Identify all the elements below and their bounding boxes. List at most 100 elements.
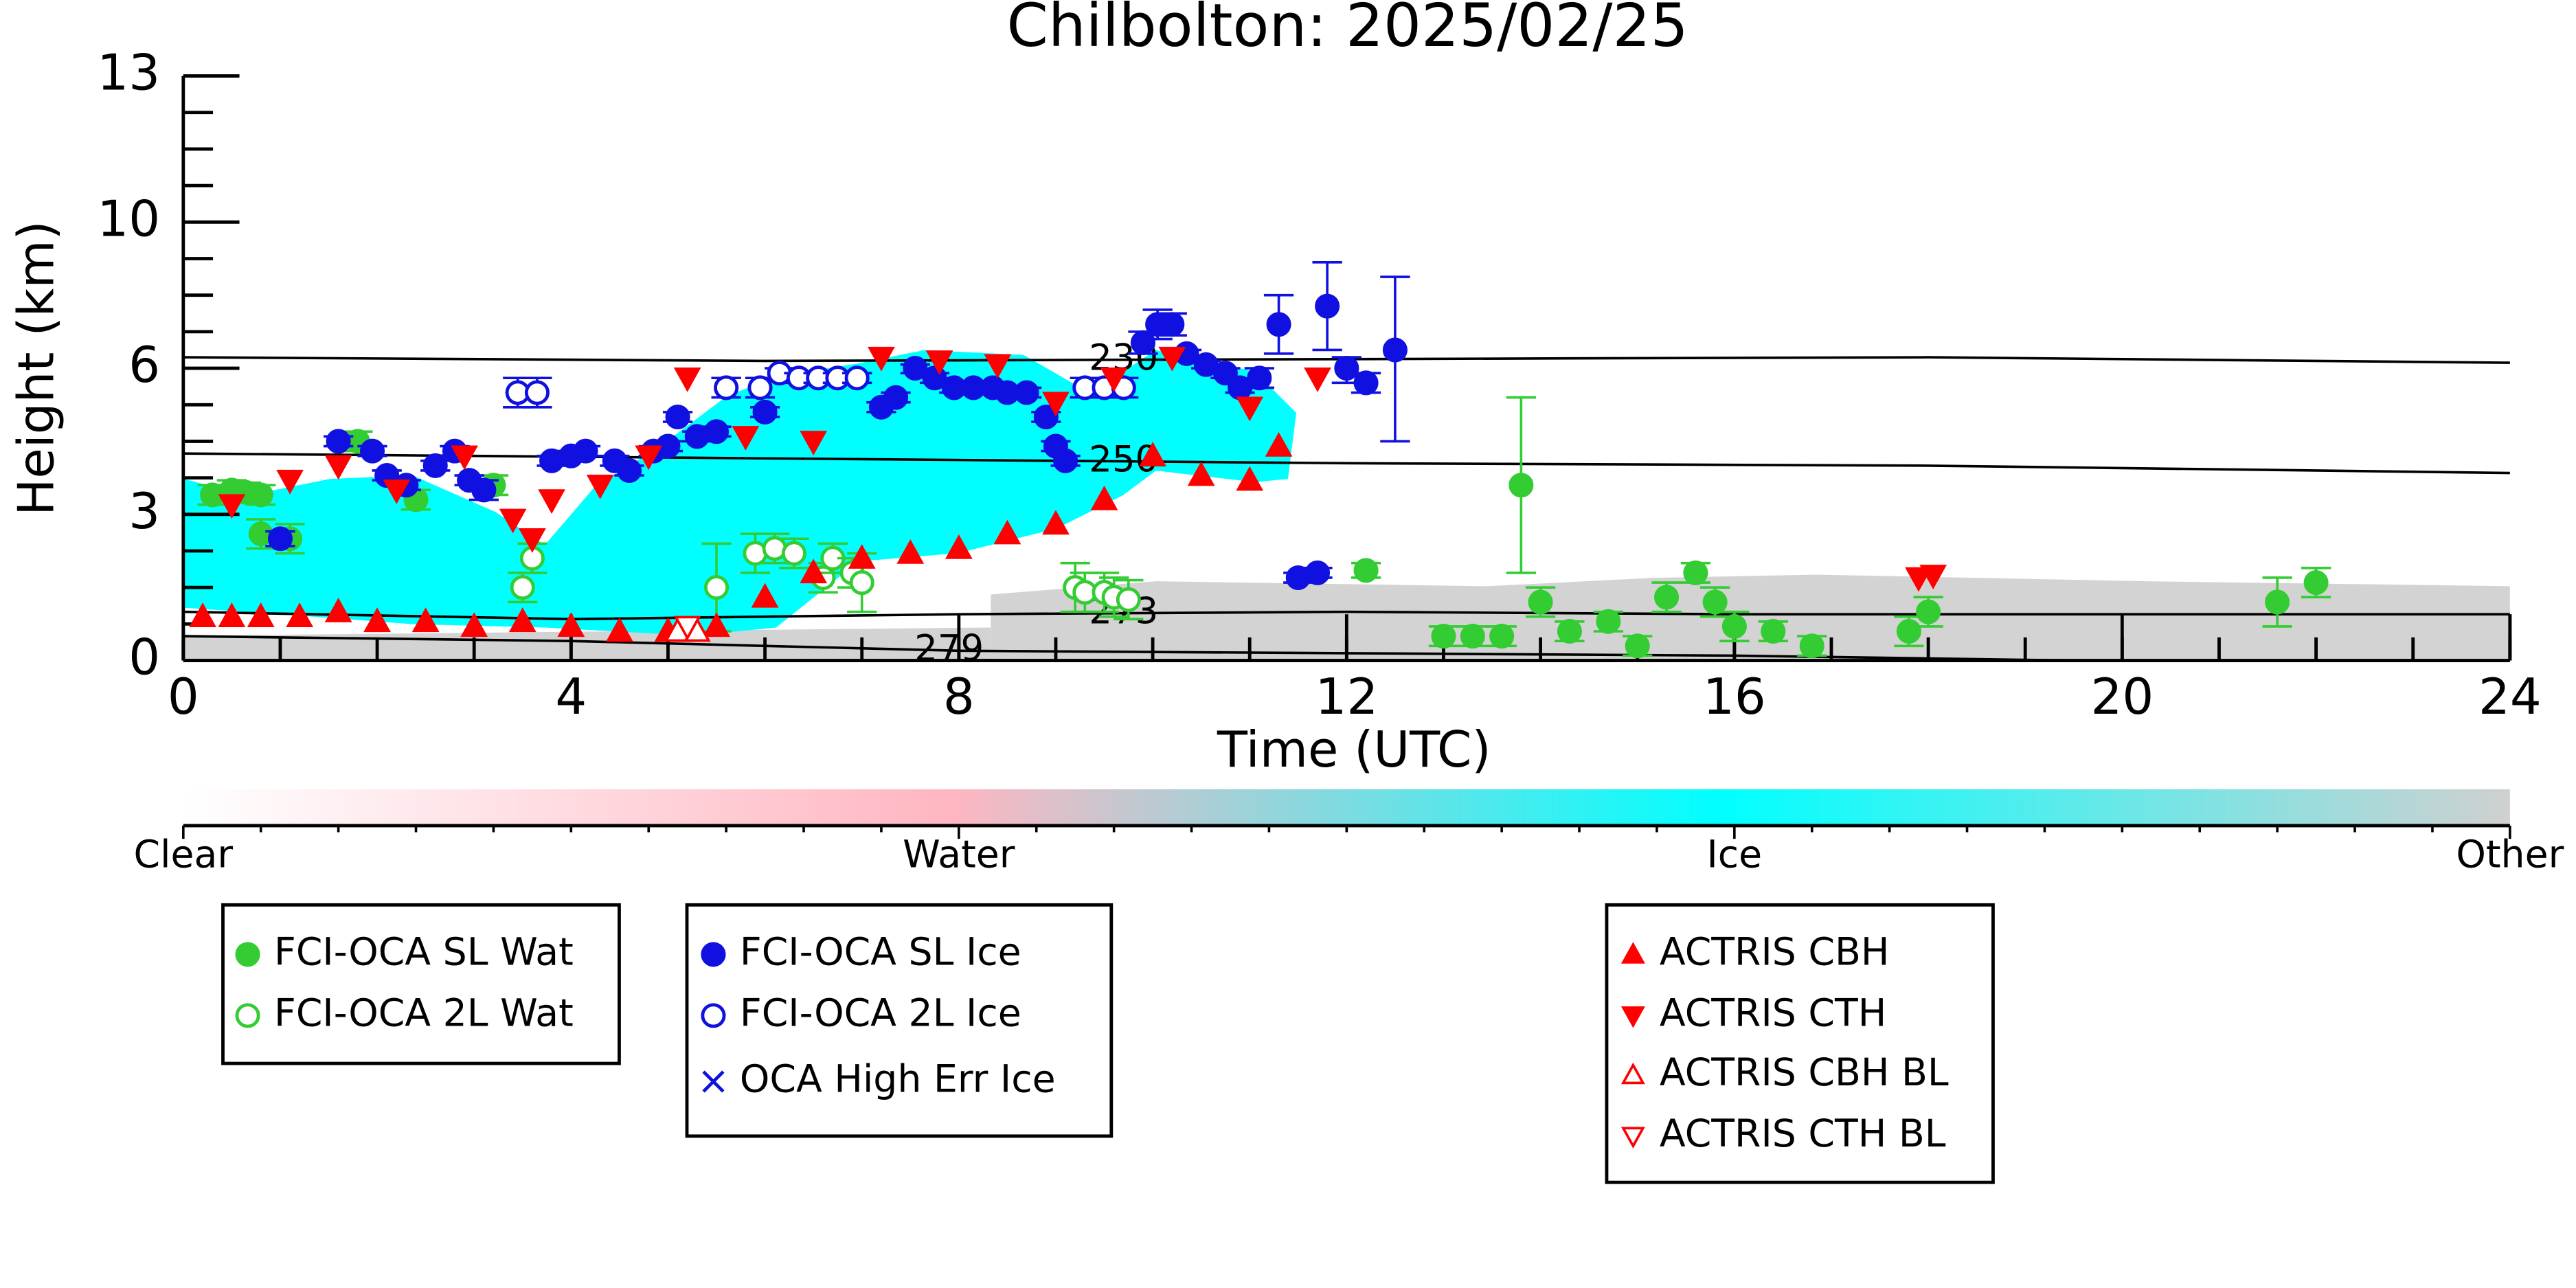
point [1266, 312, 1291, 337]
legend-marker [235, 942, 260, 967]
legend-label: FCI-OCA 2L Wat [274, 991, 574, 1035]
point [993, 519, 1021, 545]
point [248, 482, 273, 508]
point [508, 607, 536, 633]
point [868, 346, 895, 372]
point [1100, 367, 1128, 392]
point [896, 539, 925, 564]
point [1265, 431, 1293, 457]
point [267, 526, 293, 552]
legend-marker [1620, 942, 1645, 964]
point [606, 617, 633, 642]
point [1014, 380, 1039, 405]
point [1042, 510, 1070, 535]
point [1916, 599, 1941, 624]
contour-line [183, 452, 2510, 475]
point [1761, 618, 1786, 644]
y-tick-label: 13 [97, 45, 160, 102]
point [363, 607, 391, 633]
point [324, 598, 352, 622]
point [752, 399, 778, 425]
contour-label: 279 [914, 628, 984, 670]
point [1919, 565, 1947, 589]
point [189, 602, 216, 627]
legend-label: ACTRIS CTH [1660, 991, 1886, 1035]
point [714, 375, 739, 400]
point [800, 558, 828, 584]
legend-box [685, 903, 1114, 1138]
point [732, 426, 760, 451]
point [247, 602, 275, 627]
point [925, 350, 953, 375]
legend-box [221, 903, 621, 1065]
point [849, 570, 874, 596]
legend-label: FCI-OCA SL Ice [740, 931, 1021, 975]
point [1557, 618, 1582, 644]
point [1187, 461, 1215, 486]
colorbar [183, 789, 2510, 826]
point [1130, 330, 1156, 355]
x-tick-label: 4 [555, 668, 587, 726]
point [1160, 312, 1185, 337]
point [2265, 589, 2290, 615]
legend-box [1605, 903, 1995, 1184]
point [1905, 567, 1932, 592]
contour-line [183, 635, 2074, 662]
point [1654, 585, 1680, 610]
legend-marker [1620, 1127, 1645, 1149]
cloud-ice [183, 350, 1297, 636]
point [538, 489, 565, 515]
point [1236, 396, 1264, 422]
point [1431, 624, 1456, 649]
point [747, 375, 773, 400]
point [1033, 404, 1059, 429]
point [326, 429, 351, 454]
point [1683, 560, 1708, 585]
point [1353, 558, 1379, 583]
point [1702, 589, 1728, 615]
y-tick-label: 10 [97, 190, 160, 248]
point [411, 607, 440, 633]
point [324, 455, 352, 480]
point [286, 602, 314, 627]
y-tick-label: 6 [128, 337, 160, 394]
cloud-other [183, 627, 991, 661]
point [1116, 587, 1141, 612]
point [586, 474, 614, 499]
point [945, 534, 973, 559]
point [984, 354, 1012, 379]
point [1247, 365, 1272, 391]
point [1053, 448, 1078, 473]
point [557, 612, 585, 637]
cloud-other [991, 574, 2510, 661]
point [1509, 473, 1534, 498]
point [703, 612, 730, 637]
point [673, 367, 701, 392]
point [422, 453, 448, 478]
x-tick-label: 12 [1315, 668, 1378, 726]
colorbar-label: Clear [134, 833, 234, 877]
point [1158, 346, 1186, 372]
colorbar-label: Ice [1706, 833, 1762, 877]
legend-label: ACTRIS CTH BL [1660, 1112, 1946, 1156]
x-tick-label: 20 [2090, 668, 2154, 726]
point [1353, 370, 1379, 396]
point [665, 404, 690, 429]
x-tick-label: 0 [168, 668, 199, 726]
point [510, 575, 535, 600]
point [1596, 609, 1621, 634]
point [703, 575, 730, 600]
x-tick-label: 16 [1703, 668, 1766, 726]
point [1721, 613, 1747, 639]
point [218, 494, 246, 519]
x-axis-label: Time (UTC) [1217, 721, 1491, 779]
legend-marker [702, 1070, 725, 1093]
chart-title: Chilbolton: 2025/02/25 [1006, 0, 1688, 60]
point [451, 445, 478, 471]
point [471, 477, 497, 503]
y-tick-label: 0 [128, 629, 160, 687]
legend-label: ACTRIS CBH [1660, 931, 1890, 975]
point [844, 365, 870, 391]
legend-marker [701, 942, 726, 967]
